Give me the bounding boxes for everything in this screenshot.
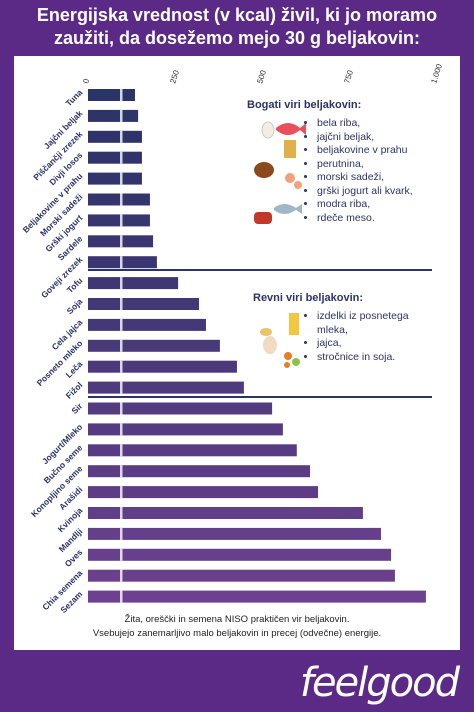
bar-stripe bbox=[120, 89, 123, 101]
list-item: bela riba, bbox=[317, 117, 413, 131]
bar bbox=[88, 402, 273, 415]
poor-sources: Revni viri beljakovin: izdelki iz posnet… bbox=[253, 292, 423, 364]
bar-stripe bbox=[120, 548, 123, 561]
x-tick-label: 500 bbox=[255, 69, 268, 85]
bar-stripe bbox=[120, 172, 123, 185]
bar bbox=[88, 360, 237, 373]
list-item: jajčni beljak, bbox=[317, 131, 413, 145]
bar-stripe bbox=[120, 381, 123, 394]
bar-stripe bbox=[120, 235, 123, 248]
bar-stripe bbox=[120, 590, 123, 603]
bar-stripe bbox=[120, 423, 123, 436]
rich-sources: Bogati viri beljakovin: bela riba,jajčni… bbox=[247, 99, 413, 225]
x-tick-label: 250 bbox=[168, 69, 181, 85]
bar bbox=[88, 507, 363, 519]
footnote: Žita, oreščki in semena NISO praktičen v… bbox=[14, 613, 460, 641]
x-tick-label: 750 bbox=[342, 69, 355, 85]
icons bbox=[254, 121, 306, 368]
bar bbox=[88, 130, 142, 143]
list-item: stročnice in soja. bbox=[317, 351, 423, 365]
bar bbox=[88, 339, 220, 352]
rich-list: bela riba,jajčni beljak,beljakovine v pr… bbox=[305, 117, 413, 225]
footnote-line: Vsebujejo zanemarljivo malo beljakovin i… bbox=[92, 628, 382, 639]
list-item: beljakovine v prahu bbox=[317, 144, 413, 158]
bar bbox=[88, 486, 319, 499]
list-item: morski sadeži, bbox=[317, 171, 413, 185]
bar-stripe bbox=[120, 465, 123, 478]
logo: feelgood bbox=[299, 660, 460, 706]
bar bbox=[88, 89, 135, 101]
bar bbox=[88, 548, 392, 561]
chart-title: Energijska vrednost (v kcal) živil, ki j… bbox=[36, 5, 438, 48]
bar-stripe bbox=[120, 486, 123, 499]
list-item: izdelki iz posnetega mleka, bbox=[317, 310, 423, 337]
bar-stripe bbox=[120, 214, 123, 227]
annotation-title: Revni viri beljakovin: bbox=[253, 292, 364, 304]
bar-stripe bbox=[120, 256, 123, 269]
bar bbox=[88, 444, 297, 457]
bar-stripe bbox=[120, 130, 123, 143]
list-item: perutnina, bbox=[317, 158, 413, 172]
list-item: modra riba, bbox=[317, 198, 413, 212]
bar-stripe bbox=[120, 339, 123, 352]
list-item: jajca, bbox=[317, 337, 423, 351]
bar bbox=[88, 193, 150, 206]
bar-stripe bbox=[120, 151, 123, 164]
bar bbox=[88, 214, 150, 227]
bar-stripe bbox=[120, 277, 123, 290]
bar-stripe bbox=[120, 569, 123, 582]
bar bbox=[88, 172, 142, 185]
bar-stripe bbox=[120, 402, 123, 415]
footnote-line: Žita, oreščki in semena NISO praktičen v… bbox=[124, 614, 350, 625]
annotation-title: Bogati viri beljakovin: bbox=[247, 99, 362, 111]
poor-list: izdelki iz posnetega mleka,jajca,stročni… bbox=[305, 310, 423, 364]
bar bbox=[88, 527, 382, 540]
bar bbox=[88, 465, 311, 478]
bar-stripe bbox=[120, 360, 123, 373]
bar-stripe bbox=[120, 527, 123, 540]
bar-stripe bbox=[120, 193, 123, 206]
bar bbox=[88, 569, 395, 582]
bar bbox=[88, 423, 283, 436]
bar bbox=[88, 590, 426, 603]
bar bbox=[88, 109, 139, 122]
bar bbox=[88, 298, 200, 310]
list-item: rdeče meso. bbox=[317, 212, 413, 226]
bar-stripe bbox=[120, 109, 123, 122]
bar-stripe bbox=[120, 298, 123, 310]
bar bbox=[88, 318, 206, 331]
bar-stripe bbox=[120, 507, 123, 519]
bar bbox=[88, 381, 244, 394]
bar bbox=[88, 277, 179, 290]
bar bbox=[88, 151, 142, 164]
bar-stripe bbox=[120, 318, 123, 331]
list-item: grški jogurt ali kvark, bbox=[317, 185, 413, 199]
x-tick-label: 0 bbox=[81, 77, 91, 85]
bar-stripe bbox=[120, 444, 123, 457]
